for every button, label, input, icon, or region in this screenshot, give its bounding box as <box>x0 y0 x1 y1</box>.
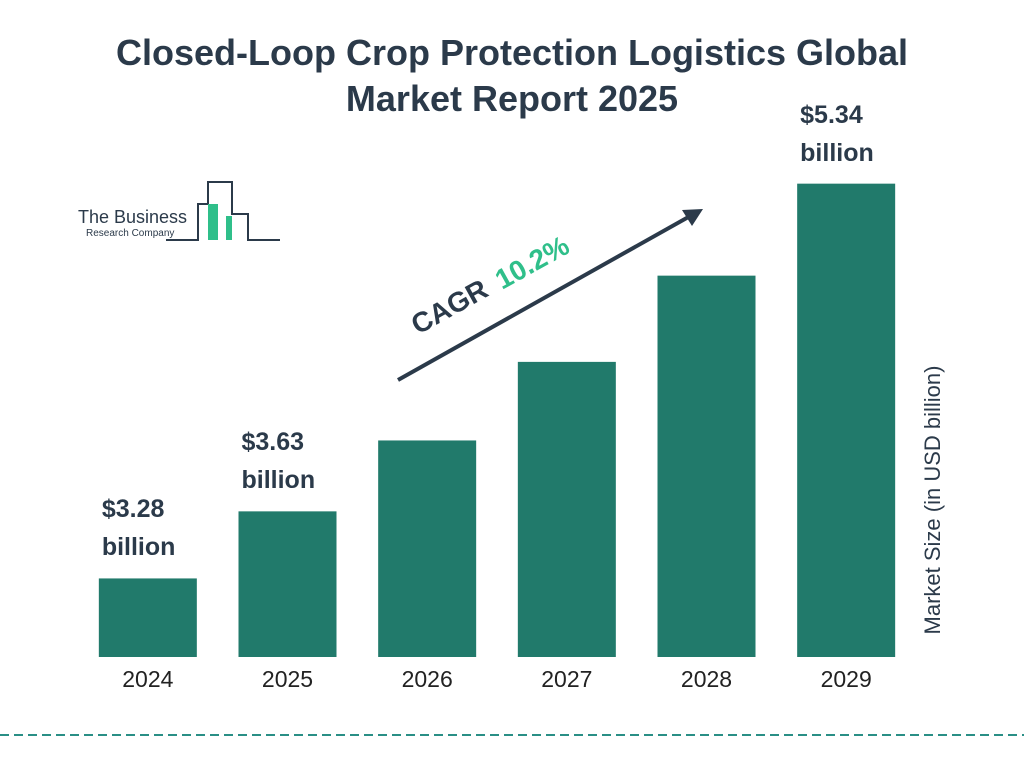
x-tick-label: 2029 <box>821 666 872 692</box>
x-tick-label: 2026 <box>402 666 453 692</box>
logo: The Business Research Company <box>78 181 280 241</box>
logo-text: The Business <box>78 207 187 227</box>
bar <box>657 275 756 657</box>
logo-subtext: Research Company <box>86 228 174 239</box>
bar <box>517 361 616 657</box>
bar <box>238 511 337 657</box>
x-tick-label: 2024 <box>122 666 173 692</box>
x-tick-label: 2028 <box>681 666 732 692</box>
value-label: $5.34 billion <box>800 100 874 167</box>
cagr-value: 10.2% <box>490 230 575 296</box>
x-tick-label: 2025 <box>262 666 313 692</box>
bar <box>378 440 477 657</box>
cagr-label: CAGR <box>406 273 493 340</box>
x-tick-label: 2027 <box>541 666 592 692</box>
arrow-head <box>682 209 703 226</box>
bar <box>797 183 896 657</box>
chart-title: Closed-Loop Crop Protection Logistics Gl… <box>115 32 909 119</box>
y-axis-label: Market Size (in USD billion) <box>920 366 945 635</box>
cagr-arrow <box>397 213 693 382</box>
value-label: $3.63 billion <box>241 428 316 495</box>
bar <box>98 578 197 657</box>
value-label: $3.28 billion <box>101 495 176 562</box>
